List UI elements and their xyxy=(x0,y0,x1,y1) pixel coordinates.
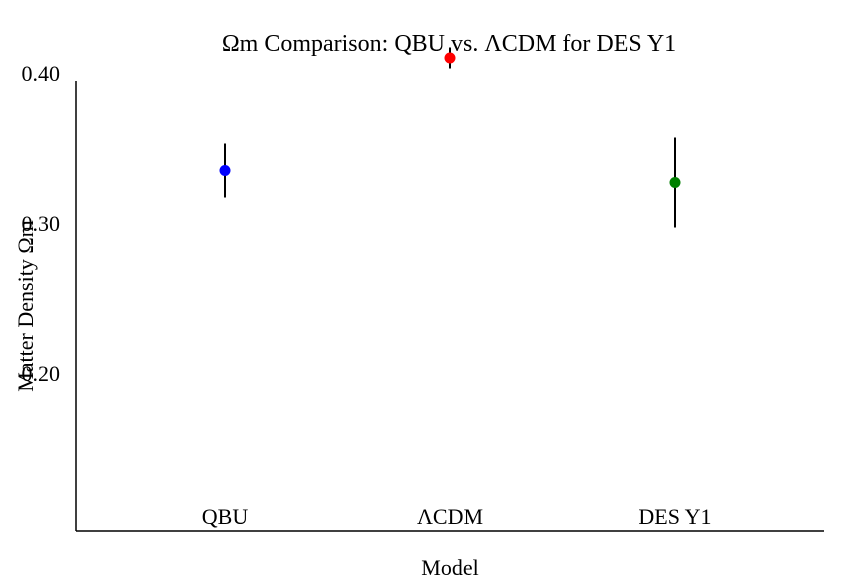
x-tick-label: ΛCDM xyxy=(417,504,483,529)
x-tick-label: QBU xyxy=(202,504,249,529)
y-tick-labels: 0.40 0.30 0.20 xyxy=(22,61,61,386)
x-tick-label: DES Y1 xyxy=(638,504,711,529)
y-tick-label: 0.30 xyxy=(22,211,61,236)
x-axis-label: Model xyxy=(421,555,478,580)
data-point xyxy=(669,177,681,188)
y-tick-label: 0.40 xyxy=(22,61,61,86)
data-point xyxy=(444,52,456,64)
data-point xyxy=(219,165,231,176)
x-tick-labels: QBU ΛCDM DES Y1 xyxy=(202,504,712,529)
y-tick-label: 0.20 xyxy=(22,361,61,386)
y-axis-label: Matter Density Ωm xyxy=(13,220,38,392)
data-marks xyxy=(219,47,681,228)
